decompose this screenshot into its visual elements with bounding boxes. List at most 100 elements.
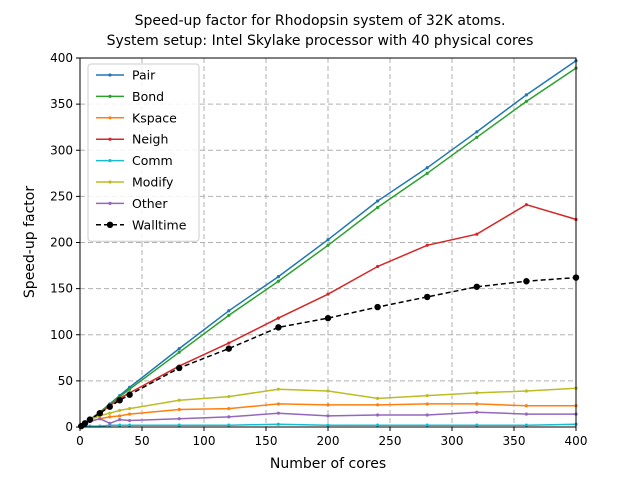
legend-marker-other — [108, 201, 112, 205]
legend-label-walltime: Walltime — [132, 217, 187, 232]
legend-marker-pair — [108, 73, 112, 77]
y-tick-label: 100 — [50, 328, 73, 342]
data-point-kspace — [118, 414, 122, 418]
x-axis-label: Number of cores — [270, 456, 386, 472]
data-point-modify — [475, 391, 479, 395]
data-point-bond — [128, 387, 132, 391]
x-tick-label: 350 — [503, 434, 526, 448]
data-point-pair — [425, 166, 429, 170]
data-point-other — [425, 413, 429, 417]
data-point-walltime — [523, 278, 530, 285]
legend-box — [87, 63, 200, 242]
y-tick-label: 0 — [65, 420, 73, 434]
legend-item-walltime: Walltime — [96, 217, 187, 232]
data-point-kspace — [128, 412, 132, 416]
chart-title-line-2: System setup: Intel Skylake processor wi… — [107, 33, 534, 49]
series-line-comm — [81, 423, 577, 427]
data-point-comm — [475, 423, 479, 427]
legend-label-kspace: Kspace — [132, 110, 177, 125]
legend-marker-kspace — [108, 116, 112, 120]
legend-item-bond: Bond — [96, 89, 164, 104]
series-line-other — [80, 411, 576, 427]
x-axis-ticks: 0 50 100 150 200 250 300 350 400 — [76, 427, 587, 448]
data-point-modify — [128, 406, 132, 411]
data-point-other — [118, 418, 122, 422]
data-point-bond — [376, 205, 380, 210]
y-tick-label: 350 — [50, 97, 73, 111]
data-point-kspace — [276, 402, 280, 406]
y-tick-label: 250 — [50, 189, 73, 203]
y-tick-label: 150 — [50, 282, 73, 296]
data-point-neigh — [475, 232, 479, 236]
x-tick-label: 0 — [76, 434, 84, 448]
data-point-kspace — [177, 407, 181, 412]
data-point-bond — [425, 171, 429, 175]
legend-label-neigh: Neigh — [132, 132, 168, 147]
data-point-kspace — [376, 403, 380, 407]
x-tick-label: 100 — [193, 434, 216, 448]
series-walltime — [78, 274, 580, 430]
legend-item-comm: Comm — [96, 153, 173, 168]
data-point-kspace — [475, 402, 479, 406]
data-point-other — [475, 410, 479, 414]
legend-marker-modify — [108, 180, 112, 184]
data-point-other — [98, 417, 102, 421]
data-point-pair — [475, 130, 479, 134]
data-point-bond — [475, 135, 479, 139]
data-point-other — [276, 411, 280, 415]
data-point-comm — [524, 423, 529, 427]
data-point-pair — [524, 93, 529, 97]
data-point-bond — [524, 99, 529, 103]
data-point-walltime — [424, 293, 431, 301]
x-tick-label: 250 — [379, 434, 402, 448]
data-point-bond — [227, 313, 231, 317]
data-point-pair — [276, 275, 280, 279]
data-point-modify — [276, 387, 280, 391]
series-line-walltime — [80, 276, 577, 427]
data-point-other — [108, 421, 112, 425]
data-point-modify — [524, 389, 529, 393]
legend: Pair Bond Kspace Neigh Comm Modify Other Wallti… — [87, 63, 200, 242]
data-point-other — [128, 418, 132, 423]
y-tick-label: 300 — [50, 143, 73, 157]
data-point-neigh — [376, 264, 380, 269]
data-point-comm — [326, 423, 330, 427]
y-axis-label: Speed-up factor — [22, 186, 38, 298]
data-point-walltime — [86, 416, 94, 423]
data-point-other — [524, 412, 529, 416]
data-point-pair — [227, 309, 231, 313]
legend-label-comm: Comm — [132, 153, 173, 168]
data-point-walltime — [225, 345, 232, 352]
y-tick-label: 50 — [58, 374, 73, 388]
x-tick-label: 400 — [565, 434, 588, 448]
data-point-other — [227, 415, 231, 419]
legend-item-pair: Pair — [96, 68, 156, 83]
series-comm — [79, 422, 578, 428]
data-point-pair — [177, 346, 181, 351]
data-point-neigh — [227, 341, 231, 345]
series-modify — [79, 386, 578, 428]
legend-item-modify: Modify — [96, 175, 174, 190]
data-point-modify — [177, 398, 181, 402]
legend-label-pair: Pair — [132, 68, 156, 83]
legend-label-bond: Bond — [132, 89, 164, 104]
data-point-walltime — [473, 283, 480, 290]
data-point-bond — [326, 243, 330, 247]
data-point-walltime — [81, 420, 89, 427]
x-tick-label: 50 — [134, 434, 149, 448]
data-point-modify — [227, 394, 231, 399]
data-point-walltime — [116, 397, 123, 404]
legend-label-other: Other — [132, 196, 168, 211]
data-point-walltime — [106, 403, 113, 410]
data-point-kspace — [227, 406, 231, 411]
x-tick-label: 200 — [317, 434, 340, 448]
data-point-comm — [118, 423, 122, 427]
data-point-kspace — [326, 403, 330, 407]
data-point-modify — [118, 408, 122, 412]
data-point-comm — [227, 423, 231, 427]
data-point-walltime — [324, 314, 332, 322]
data-point-modify — [425, 394, 429, 398]
legend-item-other: Other — [96, 196, 168, 211]
data-point-bond — [177, 350, 181, 354]
